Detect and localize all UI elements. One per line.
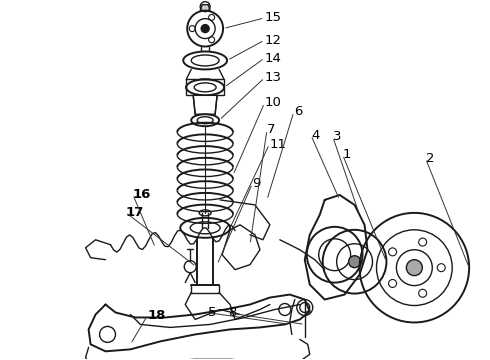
Polygon shape — [186, 80, 224, 95]
Text: 17: 17 — [125, 206, 144, 219]
Text: 7: 7 — [267, 123, 275, 136]
Text: 6: 6 — [294, 105, 302, 118]
Text: 10: 10 — [265, 96, 281, 109]
Text: 8: 8 — [228, 306, 236, 319]
Polygon shape — [193, 95, 217, 114]
Text: 3: 3 — [333, 130, 342, 144]
Text: 5: 5 — [208, 306, 217, 319]
Text: 4: 4 — [311, 129, 319, 142]
Circle shape — [201, 24, 209, 32]
Text: 9: 9 — [252, 177, 261, 190]
Text: 16: 16 — [133, 188, 151, 201]
Text: 2: 2 — [426, 152, 434, 165]
Text: 12: 12 — [265, 33, 282, 47]
Text: 13: 13 — [265, 71, 282, 84]
Text: 18: 18 — [147, 309, 166, 322]
Text: 1: 1 — [343, 148, 351, 161]
Circle shape — [348, 256, 361, 268]
Text: 11: 11 — [270, 138, 287, 150]
Text: 15: 15 — [265, 12, 282, 24]
Circle shape — [406, 260, 422, 276]
Text: 14: 14 — [265, 51, 281, 64]
Polygon shape — [200, 5, 210, 11]
